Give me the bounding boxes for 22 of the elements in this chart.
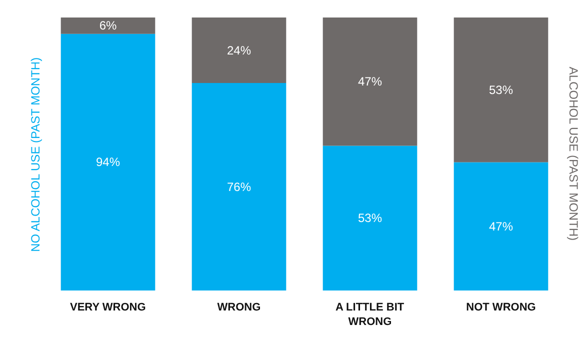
data-label: 76% bbox=[226, 180, 252, 194]
x-tick-label: VERY WRONG bbox=[70, 302, 146, 314]
data-label: 47% bbox=[488, 219, 514, 234]
bar bbox=[322, 18, 418, 146]
data-label: 24% bbox=[226, 43, 252, 58]
data-label: 53% bbox=[488, 82, 514, 97]
y2-axis-title: ALCOHOL USE (PAST MONTH) bbox=[566, 66, 580, 241]
data-label: 53% bbox=[358, 211, 382, 226]
x-tick-label: NOT WRONG bbox=[466, 302, 536, 314]
bar bbox=[322, 146, 418, 290]
bar bbox=[60, 18, 156, 34]
bar bbox=[192, 83, 286, 290]
x-tick-label: WRONG bbox=[217, 302, 261, 314]
data-label: 47% bbox=[358, 74, 382, 89]
x-tick-label: A LITTLE BIT WRONG bbox=[335, 302, 404, 328]
bar bbox=[192, 18, 286, 84]
bar bbox=[60, 34, 156, 290]
data-label: 94% bbox=[96, 155, 120, 170]
y-axis-title: NO ALCOHOL USE (PAST MONTH) bbox=[28, 57, 42, 252]
data-label: 6% bbox=[99, 18, 117, 33]
bar bbox=[454, 162, 548, 290]
bar bbox=[454, 18, 548, 162]
